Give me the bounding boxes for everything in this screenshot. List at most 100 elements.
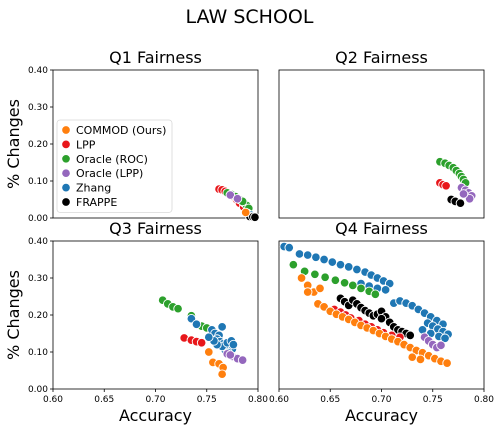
y-axis-label: % Changes (4, 270, 23, 360)
y-tick-label: 0.00 (28, 385, 48, 395)
data-point (330, 275, 341, 285)
y-tick-label: 0.00 (28, 214, 48, 224)
panel-1: Q1 Fairness 0.00 0.10 0.20 0.30 0.40 % Changes (4, 48, 260, 224)
legend-item: Oracle (LPP) (61, 167, 143, 180)
panel-title: Q4 Fairness (335, 219, 428, 238)
series-frappe (446, 194, 466, 208)
data-point (348, 280, 358, 291)
x-tick-label: 0.70 (145, 395, 165, 405)
panel-title: Q1 Fairness (109, 48, 202, 67)
data-point (302, 287, 313, 297)
data-point (405, 330, 415, 341)
data-point (296, 273, 307, 283)
series-zhang (279, 241, 453, 344)
legend-marker (61, 182, 71, 193)
legend-item: COMMOD (Ours) (61, 124, 166, 137)
legend-label: Zhang (76, 182, 111, 195)
data-point (288, 259, 299, 270)
legend-label: LPP (76, 138, 96, 151)
legend-item: Oracle (ROC) (61, 153, 148, 166)
panel-title: Q2 Fairness (335, 48, 428, 67)
data-point (310, 269, 320, 280)
y-axis-label: % Changes (4, 99, 23, 189)
legend: COMMOD (Ours)LPP Oracle (ROC)Oracle (LPP)… (56, 119, 173, 213)
series-lpp (179, 333, 207, 348)
series-oracle-lpp- (456, 182, 477, 204)
legend-label: Oracle (ROC) (76, 153, 148, 166)
data-point (356, 283, 366, 294)
data-point (311, 252, 321, 263)
data-point (232, 194, 243, 204)
legend-item: LPP (61, 138, 96, 151)
data-point (217, 322, 227, 332)
y-tick-label: 0.20 (28, 140, 48, 150)
series-oracle-roc- (435, 157, 471, 188)
panels: Q1 Fairness 0.00 0.10 0.20 0.30 0.40 % Changes… (4, 48, 494, 425)
series-oracle-lpp- (419, 332, 446, 353)
data-point (407, 352, 418, 362)
data-point (294, 249, 305, 259)
data-point (380, 285, 391, 295)
data-point (458, 189, 469, 199)
series-commod-ours- (204, 347, 228, 379)
data-point (196, 338, 207, 348)
data-point (204, 347, 214, 357)
series-oracle-lpp- (225, 190, 243, 204)
panel-3: Q3 Fairness 0.00 0.10 0.20 0.30 0.40 0.60 0.65 0… (4, 219, 268, 425)
x-tick-label: 0.80 (248, 395, 268, 405)
data-point (320, 272, 330, 283)
legend-box (56, 119, 173, 213)
series-frappe (335, 293, 415, 341)
data-point (228, 339, 239, 350)
legend-label: COMMOD (Ours) (76, 124, 166, 137)
panel-2: Q2 Fairness (278, 48, 485, 219)
x-tick-label: 0.75 (197, 395, 217, 405)
data-point (415, 354, 426, 365)
data-point (442, 358, 452, 368)
data-point (237, 355, 248, 365)
data-point (284, 242, 295, 253)
legend-marker (61, 197, 71, 207)
data-point (204, 332, 214, 342)
data-point (217, 369, 227, 379)
x-tick-label: 0.65 (320, 395, 340, 405)
y-tick-label: 0.30 (28, 274, 48, 284)
data-point (250, 212, 260, 223)
data-point (327, 257, 338, 267)
x-tick-label: 0.65 (94, 395, 114, 405)
data-point (455, 198, 466, 208)
legend-item: FRAPPE (61, 196, 117, 209)
data-point (173, 303, 183, 314)
legend-marker (61, 125, 71, 135)
data-point (191, 319, 202, 330)
panel-title: Q3 Fairness (109, 219, 202, 238)
series-lpp (435, 178, 451, 191)
data-point (441, 181, 451, 191)
series-commod-ours- (296, 273, 452, 368)
data-point (440, 333, 450, 344)
series-oracle-lpp- (222, 349, 248, 365)
data-point (302, 250, 313, 260)
data-point (352, 264, 362, 275)
legend-label: Oracle (LPP) (76, 167, 143, 180)
legend-marker (61, 168, 71, 178)
data-point (315, 283, 325, 294)
data-point (225, 350, 236, 360)
legend-marker (61, 139, 71, 150)
y-tick-label: 0.30 (28, 103, 48, 113)
data-point (464, 194, 475, 204)
y-tick-label: 0.10 (28, 177, 48, 187)
series-oracle-roc- (288, 259, 381, 300)
data-point (335, 259, 346, 270)
y-tick-label: 0.10 (28, 348, 48, 358)
y-tick-label: 0.40 (28, 66, 48, 76)
data-point (319, 254, 329, 265)
x-tick-label: 0.70 (371, 395, 391, 405)
series-commod-ours- (240, 207, 251, 218)
x-tick-label: 0.75 (423, 395, 443, 405)
axes-frame (278, 69, 485, 219)
x-tick-label: 0.60 (269, 395, 289, 405)
figure-title: LAW SCHOOL (186, 6, 314, 28)
panel-4: Q4 Fairness 0.60 0.65 0.70 0.75 0.80 Accuracy (269, 219, 494, 425)
